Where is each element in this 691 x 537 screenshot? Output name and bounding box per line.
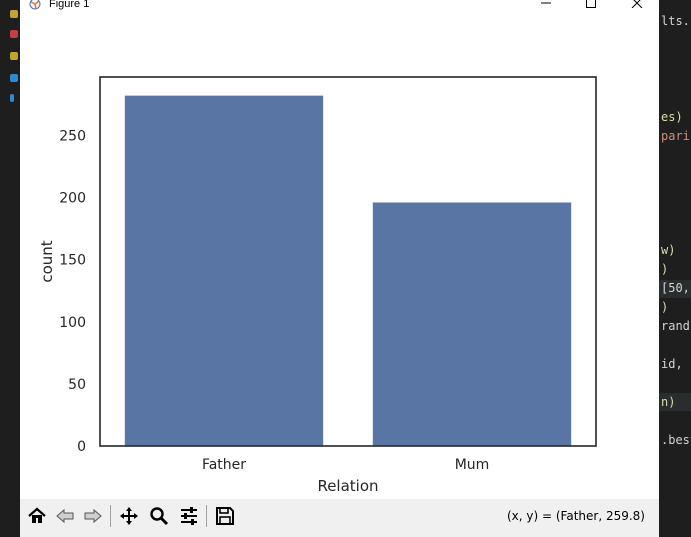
magnifier-icon bbox=[150, 507, 169, 526]
code-fragment: n) bbox=[661, 395, 676, 409]
pan-button[interactable] bbox=[116, 503, 142, 529]
arrow-right-icon bbox=[84, 508, 102, 524]
y-tick-label: 100 bbox=[59, 315, 86, 331]
close-button[interactable] bbox=[617, 0, 657, 12]
gutter-marker bbox=[10, 74, 18, 82]
code-fragment: ) bbox=[661, 300, 669, 314]
y-axis-label: count bbox=[38, 240, 56, 282]
figure-window: Figure 1 Father Mum 0 50 100 150 200 250 Relatio… bbox=[20, 0, 659, 537]
cursor-coordinates: (x, y) = (Father, 259.8) bbox=[506, 509, 645, 523]
title-bar[interactable]: Figure 1 bbox=[20, 0, 659, 12]
x-tick-label: Mum bbox=[455, 457, 490, 473]
editor-line-highlight bbox=[659, 280, 691, 298]
navigation-toolbar: (x, y) = (Father, 259.8) bbox=[20, 499, 659, 537]
home-icon bbox=[28, 507, 46, 523]
close-icon bbox=[631, 0, 643, 8]
axes-frame bbox=[99, 76, 597, 447]
matplotlib-app-icon bbox=[29, 0, 41, 10]
back-button[interactable] bbox=[52, 503, 78, 529]
code-fragment: rand bbox=[661, 319, 690, 333]
code-fragment: ) bbox=[661, 262, 669, 276]
code-fragment: lts.r bbox=[661, 14, 691, 28]
sliders-icon bbox=[181, 507, 197, 525]
toolbar-separator bbox=[206, 505, 207, 527]
save-button[interactable] bbox=[212, 503, 238, 529]
editor-left-gutter bbox=[0, 0, 20, 537]
gutter-marker bbox=[10, 10, 18, 18]
bar-chart: Father Mum 0 50 100 150 200 250 Relation count bbox=[38, 76, 597, 493]
y-tick-label: 150 bbox=[59, 253, 86, 269]
home-button[interactable] bbox=[24, 503, 50, 529]
code-fragment: paris bbox=[661, 129, 691, 143]
maximize-button[interactable] bbox=[571, 0, 611, 12]
y-tick-label: 200 bbox=[59, 191, 86, 207]
code-fragment: .best bbox=[661, 433, 691, 447]
zoom-button[interactable] bbox=[146, 503, 172, 529]
bar-father bbox=[124, 95, 324, 447]
move-icon bbox=[120, 507, 138, 525]
floppy-disk-icon bbox=[216, 507, 234, 525]
minimize-icon bbox=[541, 2, 551, 4]
maximize-icon bbox=[586, 0, 596, 8]
y-tick-label: 50 bbox=[68, 377, 86, 393]
y-tick-label: 0 bbox=[77, 439, 86, 455]
editor-right-pane: lts.r es) paris w) ) [50, ) rand id, s n… bbox=[659, 0, 691, 537]
window-title: Figure 1 bbox=[49, 0, 90, 10]
figure-canvas[interactable]: Father Mum 0 50 100 150 200 250 Relation count bbox=[20, 12, 659, 493]
editor-line-highlight bbox=[659, 393, 691, 411]
bar-mum bbox=[372, 202, 572, 446]
forward-button[interactable] bbox=[80, 503, 106, 529]
code-fragment: id, s bbox=[661, 357, 691, 371]
x-tick-label: Father bbox=[202, 457, 246, 473]
gutter-marker bbox=[10, 30, 18, 38]
gutter-marker bbox=[10, 52, 18, 60]
gutter-marker bbox=[10, 94, 14, 102]
configure-subplots-button[interactable] bbox=[176, 503, 202, 529]
y-tick-label: 250 bbox=[59, 128, 86, 144]
minimize-button[interactable] bbox=[526, 0, 566, 12]
arrow-left-icon bbox=[56, 508, 74, 524]
code-fragment: [50, bbox=[661, 281, 690, 295]
x-axis-label: Relation bbox=[317, 477, 378, 493]
code-fragment: w) bbox=[661, 243, 676, 257]
code-fragment: es) bbox=[661, 110, 683, 124]
toolbar-separator bbox=[110, 505, 111, 527]
